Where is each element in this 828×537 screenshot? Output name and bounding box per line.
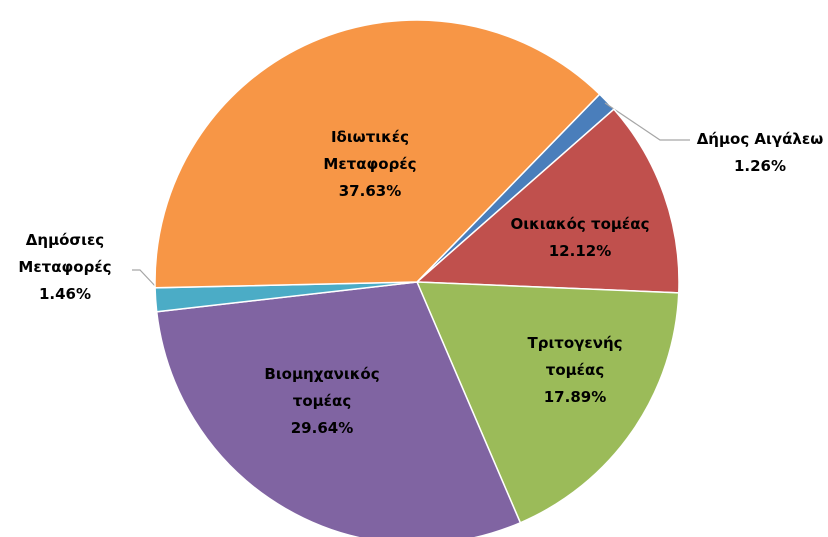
pie-slice <box>415 281 680 524</box>
category-label: Δήμος Αιγάλεω <box>696 130 824 148</box>
leader-line <box>132 269 158 289</box>
slice-label: Δημόσιες Μεταφορές 1.46% <box>10 227 120 308</box>
category-label: Δημόσιες Μεταφορές <box>18 231 112 276</box>
slice-label: Δήμος Αιγάλεω 1.26% <box>660 126 828 180</box>
slice-label: Ιδιωτικές Μεταφορές 37.63% <box>315 124 425 205</box>
value-label: 1.46% <box>38 285 92 303</box>
value-label: 37.63% <box>338 182 402 200</box>
category-label: Βιομηχανικός τομέας <box>264 365 380 410</box>
value-label: 29.64% <box>290 419 354 437</box>
pie-slice <box>155 281 522 537</box>
slice-label: Τριτογενής τομέας 17.89% <box>520 330 630 411</box>
value-label: 12.12% <box>548 242 612 260</box>
slice-label: Οικιακός τομέας 12.12% <box>480 211 680 265</box>
pie-slice <box>154 19 601 289</box>
category-label: Τριτογενής τομέας <box>527 334 623 379</box>
category-label: Οικιακός τομέας <box>510 215 650 233</box>
pie-slice <box>415 108 680 294</box>
slice-label: Βιομηχανικός τομέας 29.64% <box>257 361 387 442</box>
leader-line <box>604 102 690 141</box>
category-label: Ιδιωτικές Μεταφορές <box>323 128 417 173</box>
value-label: 1.26% <box>733 157 787 175</box>
value-label: 17.89% <box>543 388 607 406</box>
